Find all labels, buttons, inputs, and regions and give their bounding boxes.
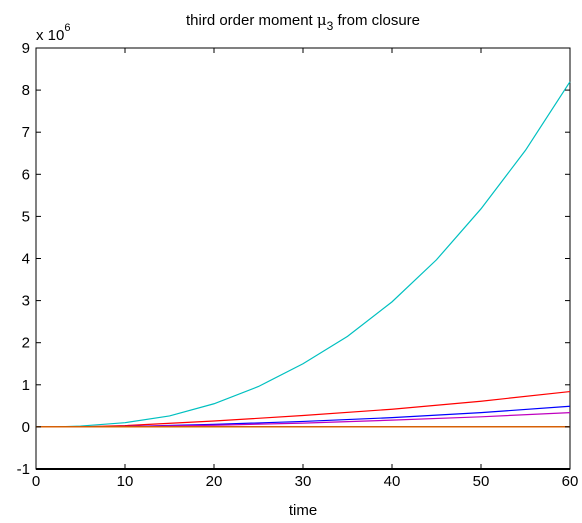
chart-title: third order moment μ3 from closure xyxy=(186,11,420,33)
title-mu: μ xyxy=(317,11,327,29)
y-tick-label: 1 xyxy=(22,377,30,394)
y-tick-label: 7 xyxy=(22,124,30,141)
y-tick-label: 9 xyxy=(22,40,30,57)
y-tick-label: -1 xyxy=(17,461,30,478)
y-tick-label: 3 xyxy=(22,293,30,310)
x-tick-label: 60 xyxy=(562,473,579,490)
y-multiplier-exp: 6 xyxy=(64,22,70,34)
x-tick-label: 20 xyxy=(206,473,223,490)
y-tick-label: 5 xyxy=(22,208,30,225)
x-tick-label: 30 xyxy=(295,473,312,490)
title-sub: 3 xyxy=(327,19,334,33)
series-layer xyxy=(36,81,571,428)
y-tick-label: 0 xyxy=(22,419,30,436)
y-tick-label: 4 xyxy=(22,251,30,268)
y-tick-label: 2 xyxy=(22,335,30,352)
series-line-1 xyxy=(80,390,571,428)
x-tick-label: 0 xyxy=(32,473,40,490)
y-tick-label: 8 xyxy=(22,82,30,99)
x-tick-label: 40 xyxy=(384,473,401,490)
x-axis-label: time xyxy=(289,502,317,519)
y-multiplier: x 106 xyxy=(36,22,70,44)
series-line-0 xyxy=(58,81,571,428)
plot-area xyxy=(35,47,571,470)
x-tick-label: 10 xyxy=(117,473,134,490)
y-tick-label: 6 xyxy=(22,166,30,183)
x-tick-label: 50 xyxy=(473,473,490,490)
